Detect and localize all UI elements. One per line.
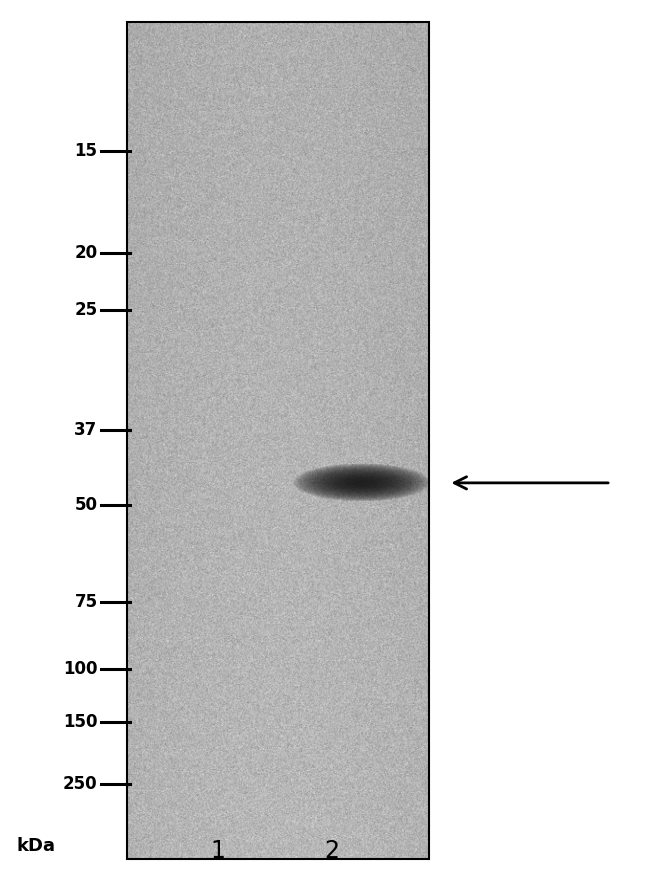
Text: 100: 100 — [63, 660, 98, 678]
Text: 20: 20 — [74, 244, 98, 261]
Text: 1: 1 — [211, 838, 225, 863]
Text: 50: 50 — [75, 496, 98, 514]
Text: 150: 150 — [63, 713, 98, 731]
Text: kDa: kDa — [16, 837, 55, 855]
Text: 37: 37 — [74, 421, 98, 439]
Text: 15: 15 — [75, 142, 98, 159]
Text: 250: 250 — [63, 775, 98, 793]
Bar — [127, 22, 429, 859]
Text: 25: 25 — [74, 301, 98, 319]
Text: 75: 75 — [74, 594, 98, 611]
Text: 2: 2 — [324, 838, 339, 863]
